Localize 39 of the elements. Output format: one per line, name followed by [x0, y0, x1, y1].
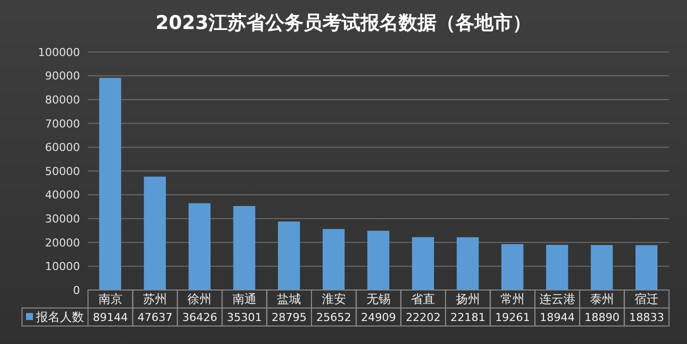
x-tick-label: 淮安	[322, 292, 346, 306]
y-tick-label: 40000	[45, 188, 80, 202]
data-label: 18890	[584, 311, 620, 324]
data-label: 19261	[495, 311, 530, 324]
x-tick-label: 扬州	[456, 292, 480, 306]
x-tick-label: 常州	[500, 292, 525, 306]
y-tick-label: 30000	[45, 212, 80, 226]
data-label: 22181	[450, 311, 486, 324]
chart-title: 2023江苏省公务员考试报名数据（各地市）	[154, 11, 532, 36]
y-tick-label: 100000	[38, 46, 80, 59]
data-label: 36426	[182, 311, 218, 324]
x-tick-label: 泰州	[590, 292, 614, 306]
x-tick-label: 盐城	[277, 292, 302, 306]
x-tick-label: 宿迁	[634, 292, 659, 306]
y-tick-label: 80000	[45, 94, 80, 107]
y-tick-label: 50000	[45, 164, 80, 178]
legend-label: 报名人数	[35, 310, 84, 324]
data-label: 47637	[138, 311, 173, 324]
data-label: 25652	[316, 311, 352, 324]
data-label: 28795	[272, 311, 307, 324]
y-tick-label: 60000	[45, 141, 80, 154]
data-label: 18833	[629, 311, 664, 324]
y-tick-label: 90000	[45, 70, 80, 83]
y-tick-label: 10000	[45, 260, 80, 274]
x-tick-label: 南京	[98, 292, 122, 306]
data-label: 35301	[226, 311, 262, 324]
x-tick-label: 苏州	[143, 292, 168, 306]
data-label: 89144	[92, 311, 128, 324]
x-tick-label: 无锡	[366, 292, 390, 306]
x-tick-label: 连云港	[539, 292, 576, 306]
data-label: 22202	[406, 311, 441, 324]
x-tick-label: 徐州	[188, 292, 212, 306]
y-tick-label: 70000	[45, 117, 80, 130]
x-tick-label: 南通	[232, 292, 256, 306]
y-tick-label: 0	[73, 284, 80, 297]
data-label: 24909	[361, 311, 396, 324]
x-tick-label: 省直	[411, 292, 436, 306]
data-label: 18944	[540, 311, 575, 324]
y-tick-label: 20000	[45, 236, 80, 250]
